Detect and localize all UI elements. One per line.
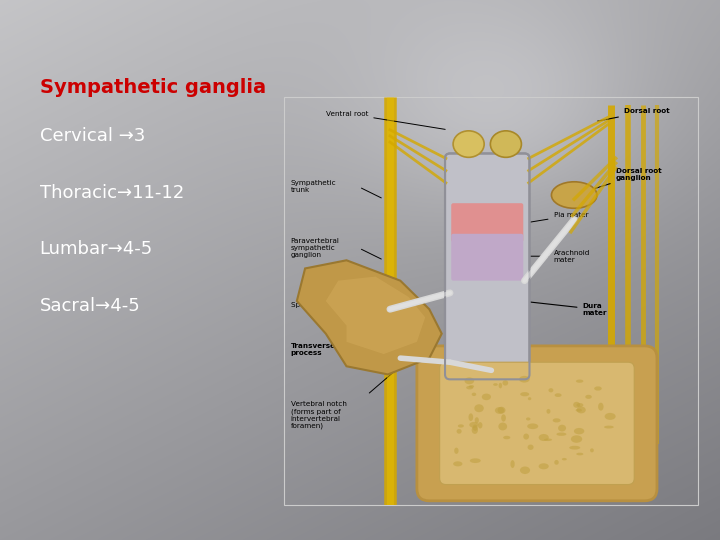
Ellipse shape <box>503 436 510 440</box>
Ellipse shape <box>554 460 559 465</box>
Ellipse shape <box>558 424 566 431</box>
Ellipse shape <box>549 388 554 393</box>
Ellipse shape <box>466 386 473 389</box>
Ellipse shape <box>482 394 491 400</box>
Ellipse shape <box>495 407 504 414</box>
Text: Sacral→4-5: Sacral→4-5 <box>40 297 140 315</box>
Ellipse shape <box>470 458 481 463</box>
Text: Body of
vertebra: Body of vertebra <box>556 424 630 462</box>
Ellipse shape <box>546 409 551 414</box>
FancyBboxPatch shape <box>417 346 657 501</box>
Ellipse shape <box>554 393 562 397</box>
Ellipse shape <box>562 458 567 461</box>
Ellipse shape <box>523 434 529 440</box>
Ellipse shape <box>574 428 585 434</box>
Text: Dorsal root: Dorsal root <box>598 109 670 121</box>
Ellipse shape <box>552 182 597 208</box>
Ellipse shape <box>469 413 473 421</box>
Ellipse shape <box>469 385 474 388</box>
Text: Spinal nerves: Spinal nerves <box>291 302 340 308</box>
Ellipse shape <box>528 397 531 400</box>
FancyBboxPatch shape <box>440 362 634 484</box>
FancyBboxPatch shape <box>451 203 523 242</box>
Text: Sympathetic
trunk: Sympathetic trunk <box>291 180 336 193</box>
Ellipse shape <box>453 131 484 157</box>
Text: Pia mater: Pia mater <box>524 212 588 223</box>
Ellipse shape <box>501 414 506 422</box>
Ellipse shape <box>454 448 459 454</box>
Ellipse shape <box>493 383 498 386</box>
Ellipse shape <box>539 463 549 469</box>
Ellipse shape <box>520 467 530 474</box>
Text: Transverse
process: Transverse process <box>291 343 336 356</box>
Ellipse shape <box>573 402 580 408</box>
Text: Vertebral notch
(forms part of
intervertebral
foramen): Vertebral notch (forms part of intervert… <box>291 401 346 429</box>
Ellipse shape <box>528 444 534 450</box>
Ellipse shape <box>453 461 462 467</box>
Ellipse shape <box>503 380 508 386</box>
Text: Dorsal root
ganglion: Dorsal root ganglion <box>577 168 661 194</box>
Ellipse shape <box>594 387 602 390</box>
Ellipse shape <box>585 395 592 399</box>
Ellipse shape <box>544 438 552 441</box>
Polygon shape <box>325 276 425 354</box>
Text: Sympathetic ganglia: Sympathetic ganglia <box>40 78 266 97</box>
Text: Cervical →3: Cervical →3 <box>40 127 145 145</box>
Ellipse shape <box>576 380 583 383</box>
Ellipse shape <box>539 434 549 441</box>
Text: Ventral root: Ventral root <box>325 111 445 130</box>
Ellipse shape <box>575 409 582 411</box>
Ellipse shape <box>499 383 502 388</box>
Ellipse shape <box>498 422 507 430</box>
Ellipse shape <box>458 424 464 428</box>
Ellipse shape <box>498 407 505 414</box>
Text: Arachnoid
mater: Arachnoid mater <box>524 249 590 262</box>
Ellipse shape <box>464 377 474 384</box>
Ellipse shape <box>478 422 482 429</box>
Ellipse shape <box>553 418 561 422</box>
Ellipse shape <box>472 424 477 431</box>
Ellipse shape <box>474 404 484 412</box>
FancyBboxPatch shape <box>451 234 523 281</box>
Ellipse shape <box>571 435 582 443</box>
Ellipse shape <box>456 429 462 434</box>
Text: Lumbar→4-5: Lumbar→4-5 <box>40 240 153 258</box>
Ellipse shape <box>526 417 531 421</box>
Ellipse shape <box>577 403 583 407</box>
Text: Dura
mater: Dura mater <box>524 301 607 316</box>
Ellipse shape <box>472 426 478 434</box>
Ellipse shape <box>604 426 614 429</box>
FancyBboxPatch shape <box>445 153 529 379</box>
Ellipse shape <box>557 433 567 436</box>
Ellipse shape <box>527 423 539 429</box>
Ellipse shape <box>577 407 586 414</box>
Ellipse shape <box>490 131 521 157</box>
Ellipse shape <box>510 460 515 468</box>
Ellipse shape <box>605 413 616 420</box>
Ellipse shape <box>469 422 478 428</box>
Ellipse shape <box>576 453 583 455</box>
Ellipse shape <box>474 417 479 423</box>
Ellipse shape <box>570 446 580 450</box>
Ellipse shape <box>520 392 529 396</box>
Ellipse shape <box>590 448 594 453</box>
Polygon shape <box>297 260 442 374</box>
Ellipse shape <box>519 376 530 382</box>
Ellipse shape <box>472 393 476 396</box>
Ellipse shape <box>598 403 603 410</box>
Text: Thoracic→11-12: Thoracic→11-12 <box>40 184 184 201</box>
Text: Paravertebral
sympathetic
ganglion: Paravertebral sympathetic ganglion <box>291 238 340 258</box>
